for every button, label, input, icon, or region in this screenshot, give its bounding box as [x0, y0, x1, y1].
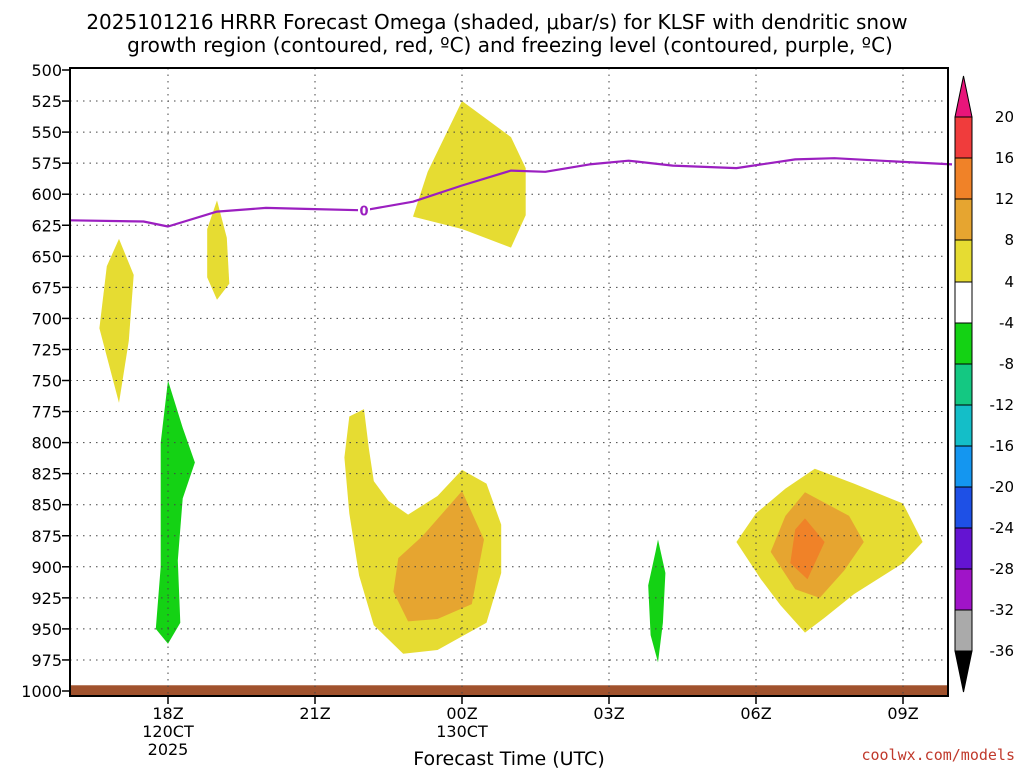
shaded-region-omega-12-16-near-07z	[790, 518, 825, 580]
colorbar-bin-8	[954, 404, 973, 447]
chart-title: 2025101216 HRRR Forecast Omega (shaded, …	[86, 10, 907, 57]
chart-title-line2: growth region (contoured, red, ºC) and f…	[127, 33, 893, 57]
shaded-region-lower-omega-8-12	[393, 491, 484, 622]
credit-label: coolwx.com/models	[861, 746, 1015, 764]
colorbar-label-13: -36	[990, 642, 1015, 660]
y-tick-label-1000: 1000	[21, 682, 62, 701]
colorbar: 20 16 12 8 4 -4 -8 -12 -16 -20 -24 -28 -32 -36	[954, 75, 1015, 693]
ground-band	[70, 685, 948, 696]
colorbar-bin-2	[954, 157, 973, 200]
x-tick-label-09z-0: 09Z	[887, 704, 918, 723]
colorbar-label-7: -12	[990, 396, 1015, 414]
y-tick-label-500: 500	[31, 61, 62, 80]
y-tick-label-550: 550	[31, 123, 62, 142]
y-tick-label-850: 850	[31, 496, 62, 515]
freezing-level-layer: 0	[69, 157, 953, 228]
y-tick-label-975: 975	[31, 651, 62, 670]
shaded-region-upper-positive-omega	[413, 101, 526, 248]
y-tick-label-900: 900	[31, 558, 62, 577]
y-tick-label-700: 700	[31, 309, 62, 328]
colorbar-bin-11	[954, 527, 973, 570]
colorbar-bin-1	[954, 116, 973, 159]
y-tick-label-875: 875	[31, 527, 62, 546]
x-tick-label-00z-1: 130CT	[436, 722, 488, 741]
colorbar-label-3: 8	[1004, 231, 1014, 249]
x-axis-title: Forecast Time (UTC)	[413, 748, 604, 768]
shaded-region-negative-omega-near-04z	[648, 539, 666, 663]
colorbar-bin-4	[954, 239, 973, 283]
x-tick-label-18z-1: 120CT	[142, 722, 194, 741]
y-tick-label-675: 675	[31, 278, 62, 297]
colorbar-bin-6	[954, 322, 973, 365]
colorbar-label-2: 12	[995, 190, 1014, 208]
colorbar-bin-5	[954, 281, 973, 324]
colorbar-label-9: -20	[990, 478, 1015, 496]
y-tick-label-625: 625	[31, 216, 62, 235]
chart-title-line1: 2025101216 HRRR Forecast Omega (shaded, …	[86, 10, 907, 34]
colorbar-label-4: 4	[1004, 273, 1014, 291]
x-tick-label-00z-0: 00Z	[446, 704, 477, 723]
colorbar-label-1: 16	[995, 149, 1014, 167]
y-tick-label-575: 575	[31, 154, 62, 173]
shaded-region-positive-omega-near-19z	[207, 200, 230, 300]
freezing-level-line	[69, 157, 953, 228]
y-tick-label-750: 750	[31, 372, 62, 391]
shaded-region-positive-omega-near-18z	[99, 238, 134, 403]
y-tick-label-600: 600	[31, 185, 62, 204]
colorbar-bin-13	[954, 609, 973, 652]
plot-area	[70, 101, 948, 696]
colorbar-label-0: 20	[995, 108, 1014, 126]
colorbar-label-6: -8	[999, 355, 1014, 373]
y-tick-label-775: 775	[31, 403, 62, 422]
y-tick-label-650: 650	[31, 247, 62, 266]
colorbar-bin-3	[954, 198, 973, 241]
x-tick-label-18z-2: 2025	[148, 740, 189, 759]
freezing-level-label: 0	[359, 204, 368, 219]
colorbar-label-10: -24	[990, 519, 1015, 537]
x-tick-label-18z-0: 18Z	[152, 704, 183, 723]
y-axis: 500 525 550 575 600 625 650 675 700 725 750 775 800 8…	[21, 61, 70, 701]
freezing-level-label-bg	[358, 201, 370, 219]
y-tick-label-925: 925	[31, 589, 62, 608]
colorbar-top-arrow	[954, 75, 973, 118]
shaded-region-negative-omega-near-18z	[155, 380, 195, 644]
colorbar-bin-9	[954, 445, 973, 488]
x-tick-label-03z-0: 03Z	[593, 704, 624, 723]
colorbar-label-5: -4	[999, 314, 1014, 332]
colorbar-bin-7	[954, 363, 973, 406]
colorbar-bottom-arrow	[954, 650, 973, 693]
colorbar-bin-10	[954, 486, 973, 529]
y-tick-label-825: 825	[31, 465, 62, 484]
x-tick-label-21z-0: 21Z	[299, 704, 330, 723]
y-tick-label-725: 725	[31, 340, 62, 359]
x-tick-label-06z-0: 06Z	[740, 704, 771, 723]
colorbar-label-8: -16	[990, 437, 1015, 455]
y-tick-label-950: 950	[31, 620, 62, 639]
plot-frame	[69, 67, 949, 697]
colorbar-label-11: -28	[990, 560, 1015, 578]
colorbar-label-12: -32	[990, 601, 1015, 619]
y-tick-label-800: 800	[31, 434, 62, 453]
colorbar-bin-12	[954, 568, 973, 611]
y-tick-label-525: 525	[31, 92, 62, 111]
grid-lines	[70, 68, 948, 696]
